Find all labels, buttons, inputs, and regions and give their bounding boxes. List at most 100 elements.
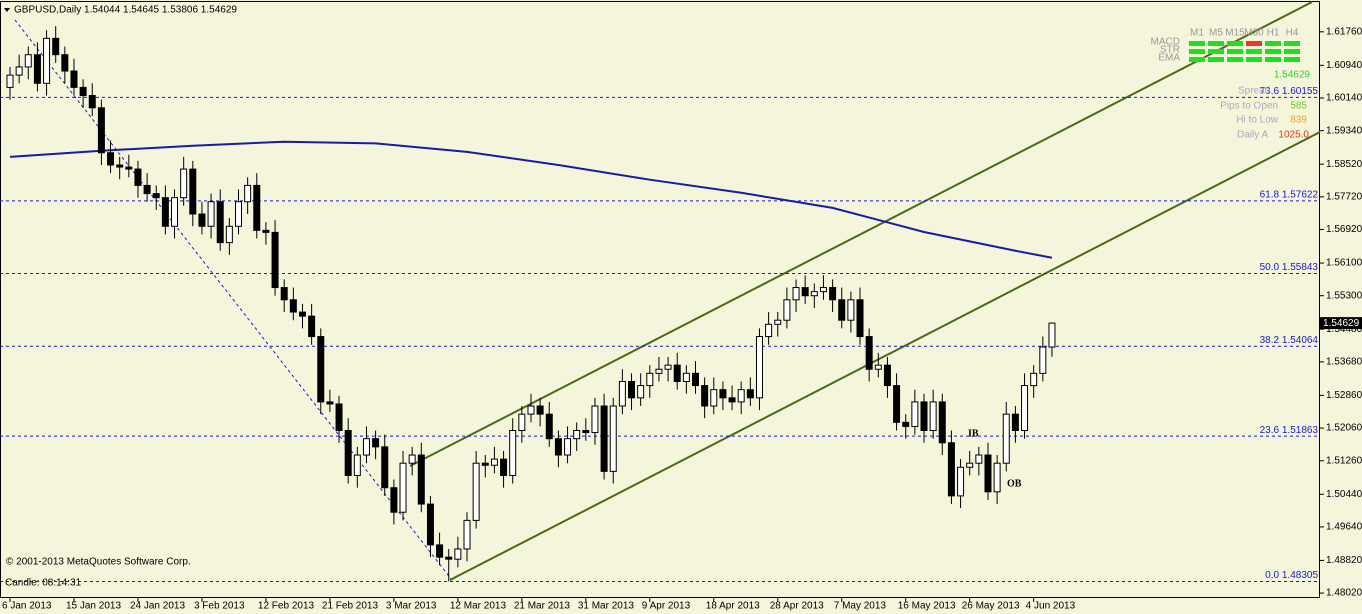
candle-body <box>847 299 855 321</box>
timeframe-label: M15 <box>1225 28 1245 39</box>
candle-body <box>911 401 919 427</box>
candle-body <box>637 385 645 399</box>
candle <box>88 83 96 116</box>
x-tick-label: 26 May 2013 <box>962 601 1020 612</box>
candle-body <box>362 438 370 456</box>
candle <box>417 442 425 513</box>
candle <box>15 54 23 84</box>
candle-body <box>646 372 654 387</box>
candle <box>637 373 645 407</box>
candle <box>171 189 179 239</box>
candle <box>33 42 41 92</box>
candle <box>225 218 233 255</box>
status-block <box>1208 41 1224 46</box>
candle <box>829 279 837 313</box>
candle <box>253 173 261 239</box>
fib-label: 50.0 1.55843 <box>1260 262 1319 273</box>
y-tick-label: 1.52860 <box>1326 390 1362 401</box>
candle <box>728 385 736 411</box>
candle <box>500 450 508 488</box>
status-block <box>1265 41 1281 46</box>
candle-body <box>24 54 32 68</box>
channel-line <box>409 1 1313 467</box>
candle-body <box>244 184 252 203</box>
candle <box>79 79 87 108</box>
candle-body <box>792 287 800 301</box>
status-block <box>1208 57 1224 62</box>
candle-body <box>70 70 78 88</box>
candle <box>746 377 754 407</box>
x-tick-label: 24 Jan 2013 <box>130 601 185 612</box>
candle-body <box>317 336 325 403</box>
indicator-label: STR <box>1160 45 1180 56</box>
candle-body <box>883 364 891 387</box>
candle <box>70 58 78 96</box>
candle <box>454 536 462 568</box>
candle-body <box>463 519 471 550</box>
y-tick-label: 1.53680 <box>1326 357 1362 368</box>
candle <box>737 381 745 415</box>
candle-body <box>500 458 508 476</box>
candle <box>280 279 288 313</box>
stat-label: Hi to Low <box>1236 115 1278 126</box>
candle-body <box>865 336 873 370</box>
candle-body <box>280 287 288 301</box>
candle-body <box>710 389 718 407</box>
y-tick-label: 1.59340 <box>1326 125 1362 136</box>
stat-label: Daily A <box>1237 130 1268 141</box>
x-tick-label: 4 Jun 2013 <box>1026 601 1076 612</box>
candle-body <box>353 454 361 476</box>
candle <box>920 393 928 443</box>
y-tick-label: 1.52060 <box>1326 423 1362 434</box>
candle-body <box>454 548 462 560</box>
x-tick-label: 3 Feb 2013 <box>194 601 245 612</box>
candle <box>244 177 252 215</box>
candle <box>902 414 910 439</box>
candle <box>335 395 343 443</box>
candle <box>710 377 718 415</box>
candle-body <box>509 430 517 476</box>
candle <box>856 287 864 345</box>
y-tick-label: 1.60140 <box>1326 93 1362 104</box>
candle-body <box>554 438 562 456</box>
candle <box>865 328 873 382</box>
candle-body <box>399 462 407 513</box>
status-block <box>1284 41 1300 46</box>
candle <box>298 303 306 329</box>
candle <box>97 99 105 165</box>
candle-body <box>61 54 69 72</box>
candle <box>847 291 855 333</box>
candle <box>436 532 444 566</box>
candle-body <box>1011 413 1019 432</box>
info-panel: MACD STR EMA M1 M5 M15 M30 H1 H4 1.54629 Spre… <box>1151 28 1311 141</box>
candle <box>701 377 709 419</box>
candle-body <box>216 201 224 244</box>
candle-body <box>134 168 142 186</box>
candle <box>472 450 480 529</box>
candle-body <box>728 397 736 403</box>
candle <box>180 156 188 206</box>
candle-body <box>1030 372 1038 387</box>
menu-arrow[interactable] <box>4 8 10 12</box>
candle <box>938 393 946 456</box>
stat-value: 1025.0 <box>1278 130 1309 141</box>
candle <box>390 479 398 525</box>
status-block <box>1189 41 1205 46</box>
candle-body <box>810 291 818 297</box>
candle-body <box>1021 385 1029 432</box>
candle-body <box>372 438 380 448</box>
candle <box>646 365 654 398</box>
candle-body <box>692 372 699 387</box>
candle-body <box>966 462 974 468</box>
y-tick-label: 1.57720 <box>1326 191 1362 202</box>
candle <box>353 446 361 488</box>
candle-body <box>436 544 444 558</box>
candle <box>673 352 681 390</box>
y-tick-label: 1.54480 <box>1326 324 1362 335</box>
x-tick-label: 21 Feb 2013 <box>322 601 379 612</box>
candle-body <box>344 430 352 476</box>
x-tick-label: 31 Mar 2013 <box>578 601 635 612</box>
candle-body <box>829 287 837 301</box>
candle-body <box>52 37 60 56</box>
x-tick-label: 12 Mar 2013 <box>450 601 507 612</box>
